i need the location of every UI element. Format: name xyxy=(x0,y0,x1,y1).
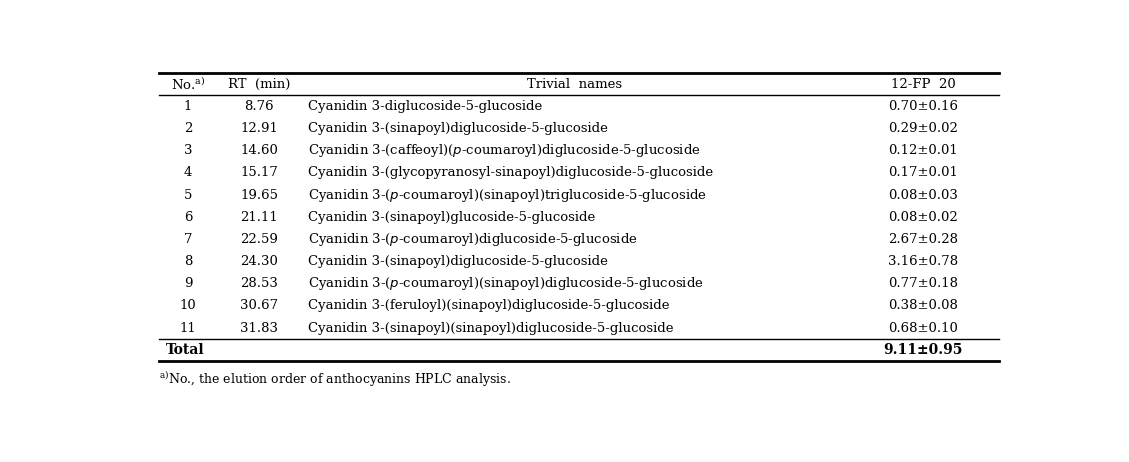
Text: 22.59: 22.59 xyxy=(240,233,279,246)
Text: 6: 6 xyxy=(184,211,192,224)
Text: 4: 4 xyxy=(184,166,192,179)
Text: 8: 8 xyxy=(184,255,192,268)
Text: Total: Total xyxy=(166,343,204,357)
Text: 14.60: 14.60 xyxy=(240,144,279,157)
Text: 7: 7 xyxy=(184,233,192,246)
Text: 0.08±0.03: 0.08±0.03 xyxy=(889,188,957,201)
Text: Cyanidin 3-(sinapoyl)(sinapoyl)diglucoside-5-glucoside: Cyanidin 3-(sinapoyl)(sinapoyl)diglucosi… xyxy=(308,322,674,334)
Text: Cyanidin 3-(sinapoyl)diglucoside-5-glucoside: Cyanidin 3-(sinapoyl)diglucoside-5-gluco… xyxy=(308,255,609,268)
Text: Cyanidin 3-(feruloyl)(sinapoyl)diglucoside-5-glucoside: Cyanidin 3-(feruloyl)(sinapoyl)diglucosi… xyxy=(308,299,669,312)
Text: 12.91: 12.91 xyxy=(240,122,279,135)
Text: 21.11: 21.11 xyxy=(240,211,278,224)
Text: Cyanidin 3-(sinapoyl)glucoside-5-glucoside: Cyanidin 3-(sinapoyl)glucoside-5-glucosi… xyxy=(308,211,596,224)
Text: 0.12±0.01: 0.12±0.01 xyxy=(889,144,957,157)
Text: 0.08±0.02: 0.08±0.02 xyxy=(889,211,957,224)
Text: 0.38±0.08: 0.38±0.08 xyxy=(889,299,957,312)
Text: 5: 5 xyxy=(184,188,192,201)
Text: 3: 3 xyxy=(184,144,192,157)
Text: Cyanidin 3-(sinapoyl)diglucoside-5-glucoside: Cyanidin 3-(sinapoyl)diglucoside-5-gluco… xyxy=(308,122,609,135)
Text: 12-FP  20: 12-FP 20 xyxy=(891,78,955,91)
Text: Cyanidin 3-($\mathit{p}$-coumaroyl)(sinapoyl)diglucoside-5-glucoside: Cyanidin 3-($\mathit{p}$-coumaroyl)(sina… xyxy=(308,275,704,292)
Text: 2.67±0.28: 2.67±0.28 xyxy=(889,233,959,246)
Text: 0.68±0.10: 0.68±0.10 xyxy=(889,322,957,334)
Text: 8.76: 8.76 xyxy=(245,100,274,113)
Text: $^{\mathregular{a)}}$No., the elution order of anthocyanins HPLC analysis.: $^{\mathregular{a)}}$No., the elution or… xyxy=(158,370,510,389)
Text: Cyanidin 3-($\mathit{p}$-coumaroyl)diglucoside-5-glucoside: Cyanidin 3-($\mathit{p}$-coumaroyl)diglu… xyxy=(308,231,638,248)
Text: 9.11±0.95: 9.11±0.95 xyxy=(883,343,963,357)
Text: RT  (min): RT (min) xyxy=(228,78,290,91)
Text: Cyanidin 3-(caffeoyl)($\mathit{p}$-coumaroyl)diglucoside-5-glucoside: Cyanidin 3-(caffeoyl)($\mathit{p}$-couma… xyxy=(308,142,701,159)
Text: 0.77±0.18: 0.77±0.18 xyxy=(889,277,959,290)
Text: No.$^{\mathregular{a)}}$: No.$^{\mathregular{a)}}$ xyxy=(170,76,205,92)
Text: Cyanidin 3-($\mathit{p}$-coumaroyl)(sinapoyl)triglucoside-5-glucoside: Cyanidin 3-($\mathit{p}$-coumaroyl)(sina… xyxy=(308,187,708,204)
Text: 0.70±0.16: 0.70±0.16 xyxy=(889,100,959,113)
Text: 11: 11 xyxy=(180,322,196,334)
Text: 2: 2 xyxy=(184,122,192,135)
Text: 30.67: 30.67 xyxy=(240,299,279,312)
Text: 3.16±0.78: 3.16±0.78 xyxy=(887,255,959,268)
Text: 0.17±0.01: 0.17±0.01 xyxy=(889,166,957,179)
Text: 28.53: 28.53 xyxy=(240,277,279,290)
Text: Cyanidin 3-diglucoside-5-glucoside: Cyanidin 3-diglucoside-5-glucoside xyxy=(308,100,543,113)
Text: 19.65: 19.65 xyxy=(240,188,279,201)
Text: 24.30: 24.30 xyxy=(240,255,279,268)
Text: 10: 10 xyxy=(180,299,196,312)
Text: 9: 9 xyxy=(184,277,192,290)
Text: 0.29±0.02: 0.29±0.02 xyxy=(889,122,957,135)
Text: Cyanidin 3-(glycopyranosyl-sinapoyl)diglucoside-5-glucoside: Cyanidin 3-(glycopyranosyl-sinapoyl)digl… xyxy=(308,166,714,179)
Text: Trivial  names: Trivial names xyxy=(527,78,622,91)
Text: 31.83: 31.83 xyxy=(240,322,279,334)
Text: 1: 1 xyxy=(184,100,192,113)
Text: 15.17: 15.17 xyxy=(240,166,279,179)
